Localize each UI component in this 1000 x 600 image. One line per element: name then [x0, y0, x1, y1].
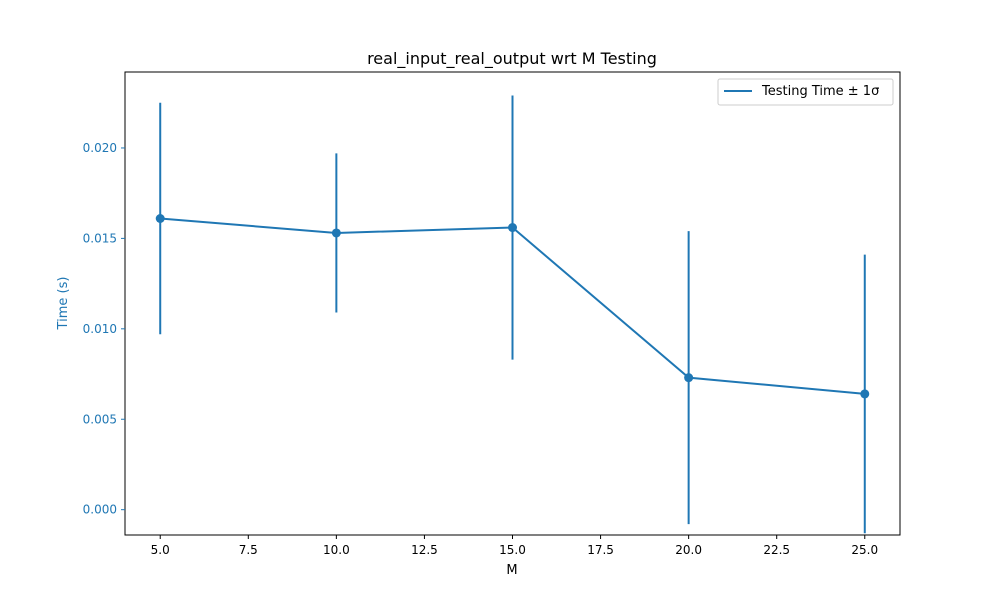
series-0 [155, 95, 870, 534]
y-axis-label: Time (s) [56, 277, 71, 331]
y-tick-label: 0.005 [83, 412, 117, 426]
x-axis: 5.0 7.5 10.0 12.5 15.0 17.5 20.0 22.5 25.0 [151, 535, 878, 557]
x-tick-label: 22.5 [763, 543, 790, 557]
x-tick-label: 10.0 [323, 543, 350, 557]
x-tick-label: 17.5 [587, 543, 614, 557]
data-point [331, 228, 341, 238]
series-layer [155, 95, 870, 534]
x-tick-label: 15.0 [499, 543, 526, 557]
x-tick-label: 5.0 [151, 543, 170, 557]
legend-frame [717, 78, 894, 106]
data-point [860, 389, 870, 399]
legend: Testing Time ± 1σ [717, 78, 894, 106]
data-point [508, 223, 517, 233]
data-point [155, 213, 165, 223]
y-axis: 0.000 0.005 0.010 0.015 0.020 [83, 141, 125, 517]
chart-title: real_input_real_output wrt M Testing [367, 49, 657, 69]
y-tick-label: 0.020 [83, 141, 117, 155]
y-tick-label: 0.015 [83, 231, 117, 245]
x-axis-label: M [506, 563, 517, 578]
data-point [684, 373, 694, 383]
x-tick-label: 12.5 [411, 543, 438, 557]
y-tick-label: 0.000 [83, 503, 117, 517]
y-tick-label: 0.010 [83, 322, 117, 336]
x-tick-label: 25.0 [851, 543, 878, 557]
legend-entry: Testing Time ± 1σ [761, 84, 879, 99]
x-tick-label: 20.0 [675, 543, 702, 557]
x-tick-label: 7.5 [239, 543, 258, 557]
